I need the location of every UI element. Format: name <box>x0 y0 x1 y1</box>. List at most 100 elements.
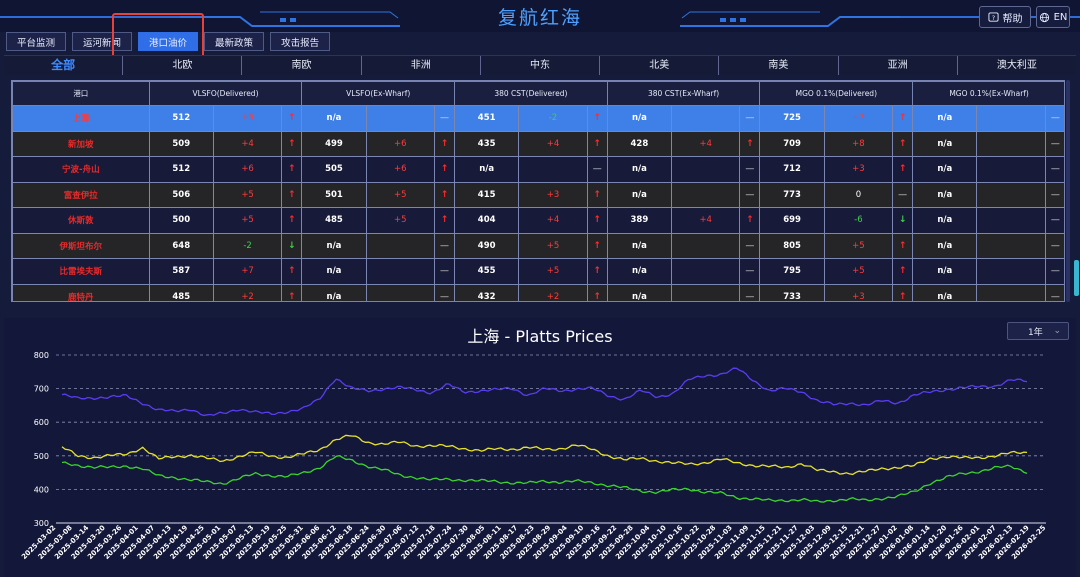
price-cell: 795 <box>759 258 825 285</box>
arrow-up-icon: ↑ <box>433 207 456 234</box>
region-tab-north-europe[interactable]: 北欧 <box>122 56 241 75</box>
change-cell <box>976 232 1046 259</box>
price-cell: 451 <box>454 105 520 132</box>
dash-icon: — <box>1044 130 1064 157</box>
price-table: 港口 VLSFO(Delivered) VLSFO(Ex-Wharf) 380 … <box>12 81 1064 301</box>
page-title: 复航红海 <box>497 7 582 29</box>
change-cell <box>976 283 1046 301</box>
table-row[interactable]: 伊斯坦布尔 648 -2 ↓ n/a —490 +5 ↑ n/a —805 +5 ↑ n/a — <box>12 232 1064 259</box>
tab-platform-monitor[interactable]: 平台监测 <box>6 32 67 51</box>
arrow-up-icon: ↑ <box>892 258 914 285</box>
page-scrollbar-thumb[interactable] <box>1074 260 1079 296</box>
dash-icon: — <box>739 156 761 183</box>
price-cell: n/a <box>912 258 978 285</box>
port-name-cell: 新加坡 <box>12 130 150 157</box>
y-tick-label: 600 <box>34 418 49 427</box>
table-row[interactable]: 富查伊拉 506 +5 ↑ 501 +5 ↑ 415 +3 ↑ n/a —773 0— n/a — <box>12 181 1064 208</box>
region-tab-asia[interactable]: 亚洲 <box>837 56 957 75</box>
tab-canal-news[interactable]: 运河新闻 <box>72 32 133 51</box>
arrow-up-icon: ↑ <box>892 232 914 259</box>
table-row[interactable]: 休斯敦 500 +5 ↑ 485 +5 ↑ 404 +4 ↑ 389 +4 ↑ 699 -6 ↓ n/a — <box>12 207 1064 234</box>
change-cell <box>976 258 1046 285</box>
time-range-select[interactable]: 1年 ⌄ <box>1007 322 1069 340</box>
header-wing-right <box>680 11 900 27</box>
header-line-left <box>0 16 180 18</box>
change-cell: +4 <box>518 207 588 234</box>
price-cell: 512 <box>148 156 214 183</box>
port-name-cell: 富查伊拉 <box>12 181 150 208</box>
change-cell: +5 <box>365 207 435 234</box>
dash-icon: — <box>892 181 914 208</box>
arrow-up-icon: ↑ <box>586 130 608 157</box>
change-cell: +4 <box>671 207 741 234</box>
price-cell: n/a <box>912 156 978 183</box>
arrow-down-icon: ↓ <box>281 232 303 259</box>
dash-icon: — <box>433 105 456 132</box>
table-row[interactable]: 上海 512 +6 ↑ n/a —451 -2 ↑ n/a —725 +3 ↑ n/a — <box>12 105 1064 132</box>
column-header-fuel: MGO 0.1%(Delivered) <box>759 81 914 106</box>
region-tab-middle-east[interactable]: 中东 <box>479 56 599 75</box>
region-tab-africa[interactable]: 非洲 <box>360 56 480 75</box>
change-cell: +4 <box>518 130 588 157</box>
change-cell: +3 <box>823 156 894 183</box>
price-cell: n/a <box>912 283 978 301</box>
port-name-cell: 上海 <box>12 105 150 132</box>
price-cell: n/a <box>606 105 673 132</box>
port-name-cell: 伊斯坦布尔 <box>12 232 150 259</box>
dash-icon: — <box>739 283 761 301</box>
help-icon: ? <box>987 11 999 21</box>
help-label: 帮助 <box>1002 13 1023 25</box>
arrow-up-icon: ↑ <box>892 156 914 183</box>
port-name-cell: 比雷埃夫斯 <box>12 258 150 285</box>
series-line <box>61 367 1028 417</box>
region-tabs: 全部 北欧 南欧 非洲 中东 北美 南美 亚洲 澳大利亚 <box>4 55 1076 75</box>
price-cell: n/a <box>606 156 673 183</box>
change-cell <box>976 130 1046 157</box>
change-cell: +5 <box>365 181 435 208</box>
table-scrollbar-track[interactable] <box>1066 80 1070 302</box>
region-tab-south-europe[interactable]: 南欧 <box>241 56 360 75</box>
help-button[interactable]: ? 帮助 <box>979 6 1031 28</box>
language-button[interactable]: EN <box>1036 6 1070 28</box>
region-tab-south-america[interactable]: 南美 <box>718 56 837 75</box>
change-cell <box>976 181 1046 208</box>
arrow-up-icon: ↑ <box>586 258 608 285</box>
chart-title: 上海 - Platts Prices <box>467 327 613 346</box>
change-cell <box>365 258 435 285</box>
change-cell: +4 <box>212 130 283 157</box>
table-row[interactable]: 宁波-舟山 512 +6 ↑ 505 +6 ↑ n/a — n/a —712 +3 ↑ n/a — <box>12 156 1064 183</box>
region-tab-north-america[interactable]: 北美 <box>599 56 718 75</box>
dash-icon: — <box>433 283 456 301</box>
change-cell: +5 <box>212 207 283 234</box>
change-cell: 0 <box>823 181 894 208</box>
column-header-fuel: 380 CST(Delivered) <box>454 81 608 106</box>
dash-icon: — <box>1044 232 1064 259</box>
tab-port-fuel-prices[interactable]: 港口油价 <box>138 32 199 51</box>
chart-panel <box>4 318 1076 577</box>
price-cell: 587 <box>148 258 214 285</box>
change-cell: -6 <box>823 207 894 234</box>
region-tab-australia[interactable]: 澳大利亚 <box>956 56 1076 75</box>
tab-attack-reports[interactable]: 攻击报告 <box>270 32 331 51</box>
region-tab-all[interactable]: 全部 <box>51 58 76 72</box>
table-row[interactable]: 比雷埃夫斯 587 +7 ↑ n/a —455 +5 ↑ n/a —795 +5 ↑ n/a — <box>12 258 1064 285</box>
table-row[interactable]: 新加坡 509 +4 ↑ 499 +6 ↑ 435 +4 ↑ 428 +4 ↑ 709 +8 ↑ n/a — <box>12 130 1064 157</box>
arrow-up-icon: ↑ <box>433 156 456 183</box>
change-cell <box>976 156 1046 183</box>
price-cell: n/a <box>912 181 978 208</box>
price-cell: n/a <box>301 105 367 132</box>
change-cell <box>671 283 741 301</box>
price-cell: n/a <box>606 232 673 259</box>
price-cell: 512 <box>148 105 214 132</box>
price-cell: n/a <box>301 283 367 301</box>
tab-latest-policy[interactable]: 最新政策 <box>204 32 265 51</box>
table-row[interactable]: 鹿特丹 485 +2 ↑ n/a —432 +2 ↑ n/a —733 +3 ↑ n/a — <box>12 283 1064 301</box>
price-cell: 485 <box>148 283 214 301</box>
port-name-cell: 宁波-舟山 <box>12 156 150 183</box>
dash-icon: — <box>1044 181 1064 208</box>
price-cell: n/a <box>912 105 978 132</box>
price-cell: 773 <box>759 181 825 208</box>
change-cell: +3 <box>823 283 894 301</box>
change-cell: -2 <box>212 232 283 259</box>
